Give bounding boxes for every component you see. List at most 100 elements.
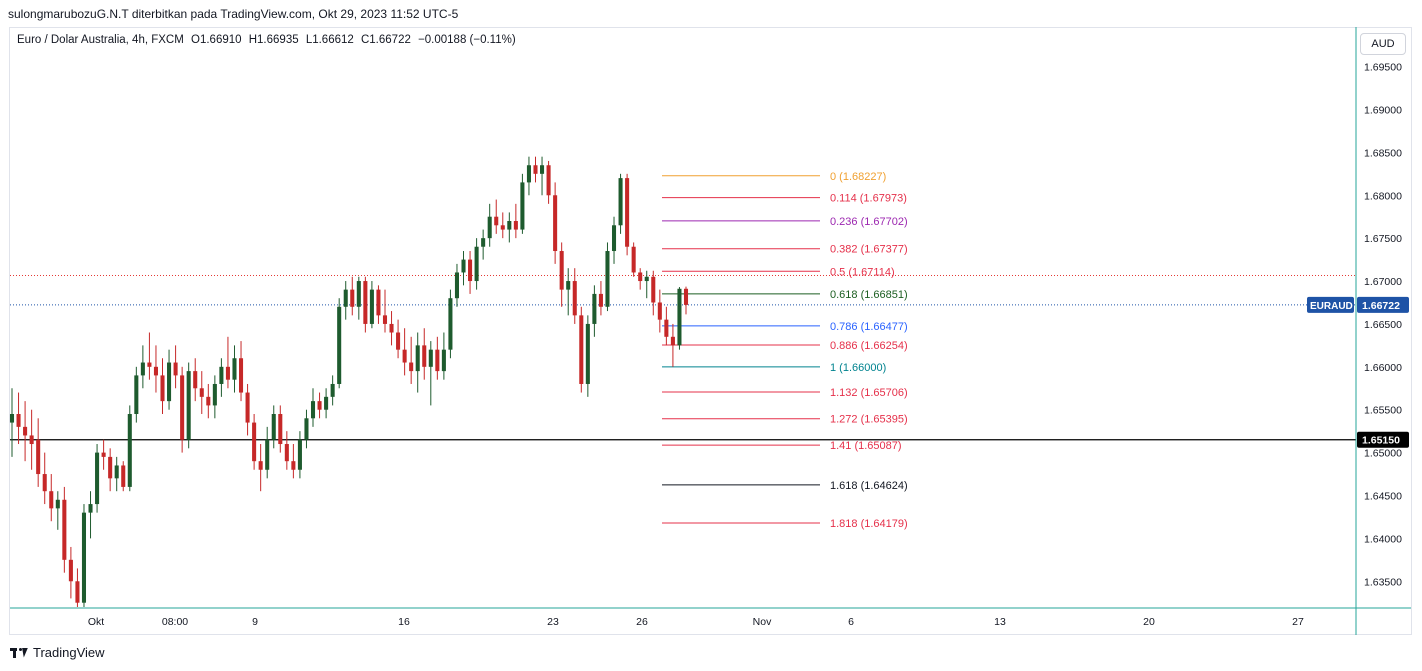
candle-body[interactable] <box>271 414 276 440</box>
candle-body[interactable] <box>651 276 656 303</box>
candle-body[interactable] <box>605 251 610 307</box>
candle-body[interactable] <box>62 499 67 560</box>
candle-body[interactable] <box>9 414 15 423</box>
candle-body[interactable] <box>304 418 309 440</box>
candle-body[interactable] <box>186 371 191 440</box>
candle-body[interactable] <box>114 465 119 479</box>
candle-body[interactable] <box>101 452 106 457</box>
candle-body[interactable] <box>324 396 329 410</box>
candle-body[interactable] <box>121 465 126 487</box>
candle-body[interactable] <box>147 362 152 367</box>
candle-body[interactable] <box>337 306 342 384</box>
candle-body[interactable] <box>356 281 361 307</box>
candle-body[interactable] <box>55 499 60 509</box>
candle-body[interactable] <box>173 362 178 376</box>
candle-body[interactable] <box>500 225 505 230</box>
candle-body[interactable] <box>193 371 198 389</box>
candle-body[interactable] <box>540 165 545 174</box>
candle-body[interactable] <box>396 332 401 350</box>
candle-body[interactable] <box>291 461 296 470</box>
candle-body[interactable] <box>127 414 132 487</box>
candle-body[interactable] <box>284 444 289 462</box>
candle-body[interactable] <box>428 349 433 367</box>
candle-body[interactable] <box>212 383 217 406</box>
candle-body[interactable] <box>533 165 538 174</box>
candle-body[interactable] <box>402 349 407 363</box>
candle-body[interactable] <box>454 272 459 299</box>
candle-body[interactable] <box>683 288 689 305</box>
candle-body[interactable] <box>435 349 440 372</box>
candle-body[interactable] <box>481 238 486 247</box>
candle-body[interactable] <box>317 401 322 410</box>
candle-body[interactable] <box>638 272 643 282</box>
candle-body[interactable] <box>153 366 158 376</box>
candle-body[interactable] <box>160 375 165 402</box>
candle-body[interactable] <box>579 315 584 384</box>
candle-body[interactable] <box>245 392 250 423</box>
candle-body[interactable] <box>474 246 479 282</box>
candle-body[interactable] <box>108 456 113 479</box>
candle-body[interactable] <box>382 315 388 324</box>
candle-body[interactable] <box>625 178 630 247</box>
candle-body[interactable] <box>265 439 270 470</box>
candle-body[interactable] <box>468 259 473 282</box>
candle-body[interactable] <box>513 221 518 230</box>
candle-body[interactable] <box>278 414 283 445</box>
candle-body[interactable] <box>461 259 466 273</box>
candle-body[interactable] <box>199 388 204 397</box>
candle-body[interactable] <box>520 182 525 230</box>
candle-body[interactable] <box>180 375 185 440</box>
candle-body[interactable] <box>225 366 230 380</box>
candle-body[interactable] <box>631 246 636 273</box>
candle-body[interactable] <box>572 281 577 316</box>
candle-body[interactable] <box>239 358 244 393</box>
candle-body[interactable] <box>23 426 28 436</box>
candle-body[interactable] <box>310 401 316 419</box>
candle-body[interactable] <box>219 366 224 384</box>
candle-body[interactable] <box>494 216 499 226</box>
candle-body[interactable] <box>585 323 590 384</box>
candle-body[interactable] <box>68 559 73 582</box>
candle-body[interactable] <box>206 396 211 406</box>
candle-body[interactable] <box>140 362 145 376</box>
candle-body[interactable] <box>330 383 335 397</box>
candle-body[interactable] <box>487 216 492 239</box>
candle-body[interactable] <box>81 512 87 603</box>
candle-body[interactable] <box>75 581 80 603</box>
candle-body[interactable] <box>657 302 662 320</box>
candle-body[interactable] <box>232 358 237 380</box>
candle-body[interactable] <box>369 289 374 324</box>
candle-body[interactable] <box>559 251 564 290</box>
candle-body[interactable] <box>134 375 139 414</box>
candle-body[interactable] <box>297 439 302 470</box>
candle-body[interactable] <box>526 165 531 183</box>
candle-body[interactable] <box>644 276 649 282</box>
candle-body[interactable] <box>592 293 597 324</box>
candle-body[interactable] <box>598 293 603 307</box>
candle-body[interactable] <box>343 289 348 307</box>
candle-body[interactable] <box>553 195 558 252</box>
candle-body[interactable] <box>507 221 512 230</box>
candle-body[interactable] <box>415 345 420 372</box>
candle-body[interactable] <box>409 362 414 372</box>
candle-body[interactable] <box>363 281 368 324</box>
candle-body[interactable] <box>422 345 427 367</box>
candle-body[interactable] <box>16 414 21 427</box>
candle-body[interactable] <box>441 349 446 372</box>
candle-body[interactable] <box>258 461 263 470</box>
candle-body[interactable] <box>42 474 47 492</box>
candle-body[interactable] <box>389 323 394 333</box>
candle-body[interactable] <box>36 439 41 475</box>
candle-body[interactable] <box>49 491 54 509</box>
candle-body[interactable] <box>95 452 100 505</box>
candle-body[interactable] <box>546 165 551 196</box>
candle-body[interactable] <box>618 178 623 226</box>
candle-body[interactable] <box>677 288 682 346</box>
candle-body[interactable] <box>611 225 617 252</box>
candle-body[interactable] <box>664 319 669 337</box>
currency-button[interactable]: AUD <box>1360 33 1406 55</box>
candle-body[interactable] <box>350 289 355 307</box>
candle-body[interactable] <box>88 504 93 513</box>
candle-body[interactable] <box>670 336 675 346</box>
